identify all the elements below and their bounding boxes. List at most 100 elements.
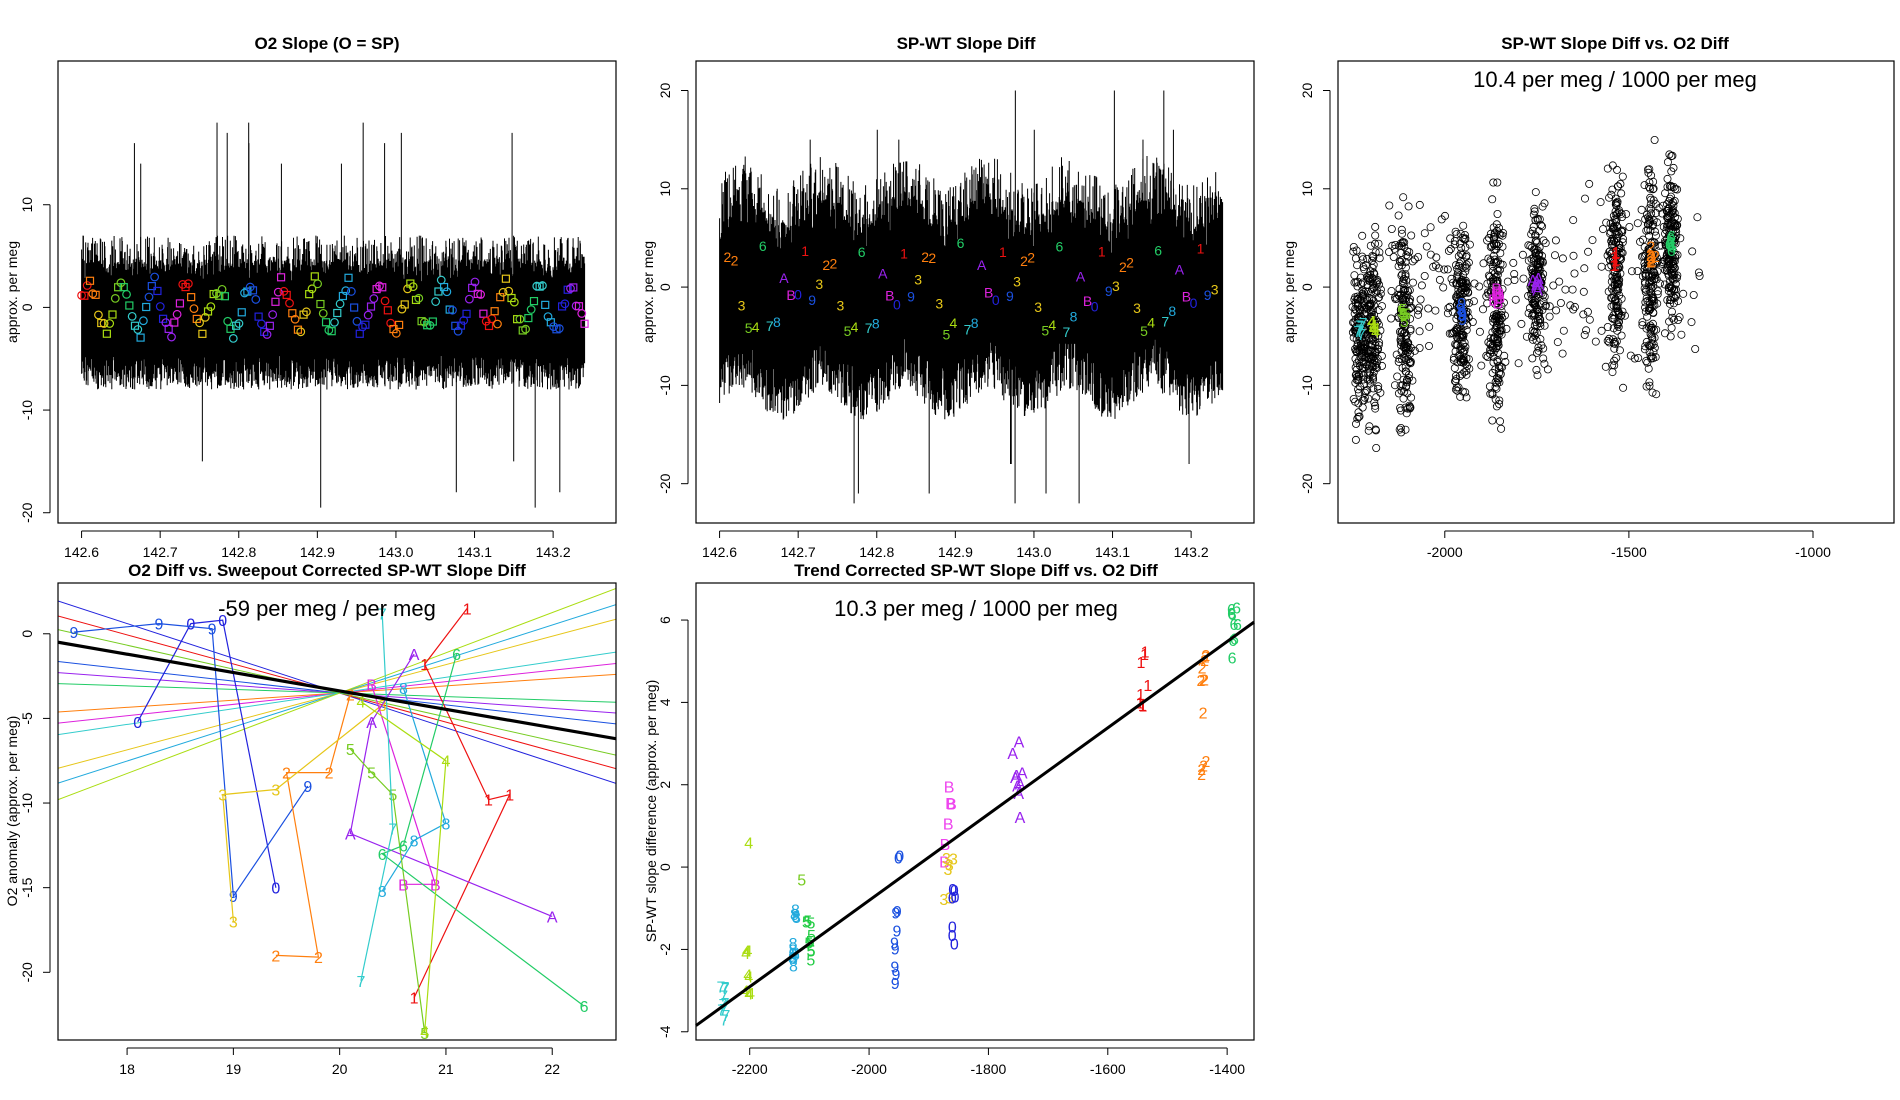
group-trajectory <box>360 613 394 981</box>
scatter-point <box>1608 161 1617 170</box>
scatter-point <box>1669 201 1678 210</box>
cycle-marker-circle <box>116 278 126 288</box>
x-tick-label: -2200 <box>732 1061 768 1077</box>
panel-title: Trend Corrected SP-WT Slope Diff vs. O2 … <box>794 561 1158 580</box>
cluster-label: 0 <box>950 936 959 953</box>
cluster-mean-label: 7 <box>1357 319 1366 336</box>
scatter-point <box>1454 285 1463 294</box>
scatter-point <box>1570 302 1579 311</box>
scatter-point <box>1673 221 1682 230</box>
scatter-point <box>1355 412 1364 421</box>
scatter-point <box>1524 256 1533 265</box>
cycle-marker-circle <box>470 277 480 287</box>
cycle-label: 9 <box>907 288 915 304</box>
scatter-point <box>1415 343 1424 352</box>
scatter-point <box>1395 257 1404 266</box>
cycle-marker-circle <box>543 312 553 322</box>
scatter-point <box>1371 239 1380 248</box>
scatter-point <box>1650 296 1659 305</box>
scatter-point <box>1641 287 1650 296</box>
cycle-marker-square <box>243 287 252 296</box>
scatter-point <box>1666 332 1675 341</box>
scatter-point <box>1351 435 1360 444</box>
cycle-marker-circle <box>509 297 519 307</box>
cycle-label: 2 <box>921 249 929 265</box>
scatter-point <box>1628 267 1637 276</box>
cycle-label: 6 <box>858 244 866 260</box>
scatter-point <box>1399 394 1408 403</box>
cluster-label: 7 <box>721 980 730 997</box>
scatter-point <box>1499 228 1508 237</box>
scatter-point <box>1353 295 1362 304</box>
scatter-point <box>1459 333 1468 342</box>
scatter-point <box>1653 290 1662 299</box>
cluster-label: 7 <box>719 989 728 1006</box>
cycle-label: A <box>779 270 789 286</box>
cluster-label: 4 <box>744 987 753 1004</box>
scatter-point <box>1528 286 1537 295</box>
scatter-point <box>1356 382 1365 391</box>
group-trajectory <box>360 701 447 1032</box>
cluster-label: 8 <box>789 951 798 968</box>
cycle-marker-square <box>248 286 258 295</box>
scatter-point <box>1387 286 1396 295</box>
scatter-point <box>1371 404 1380 413</box>
cluster-mean-label: B <box>1491 282 1502 299</box>
group-trajectory <box>380 653 585 1007</box>
cluster-mean-label: 5 <box>1397 304 1406 321</box>
scatter-point <box>1495 296 1504 305</box>
group-trajectory <box>137 619 277 888</box>
cluster-mean-label: 1 <box>1612 252 1621 269</box>
scatter-point <box>1352 246 1361 255</box>
scatter-point <box>1400 313 1409 322</box>
cycle-marker-square <box>484 321 494 331</box>
cluster-mean-label: 5 <box>1399 307 1408 324</box>
cluster-label: 9 <box>890 959 899 976</box>
cluster-label: 3 <box>943 862 952 879</box>
group-label: 0 <box>218 613 227 630</box>
scatter-point <box>1452 340 1461 349</box>
scatter-point <box>1365 376 1374 385</box>
cycle-label: 7 <box>1063 324 1071 340</box>
cluster-label: 5 <box>807 943 816 960</box>
cycle-marker-circle <box>363 310 373 320</box>
scatter-point <box>1459 309 1468 318</box>
group-label: A <box>345 827 356 844</box>
cluster-mean-label: 9 <box>1458 307 1467 324</box>
scatter-point <box>1378 302 1387 311</box>
scatter-point <box>1462 393 1471 402</box>
cluster-label: 0 <box>895 848 904 865</box>
scatter-point <box>1465 298 1474 307</box>
scatter-point <box>1599 225 1608 234</box>
x-tick-label: 142.6 <box>702 544 737 560</box>
scatter-point <box>1486 389 1495 398</box>
cycle-marker-square <box>479 309 488 318</box>
scatter-point <box>1453 386 1462 395</box>
group-label: 2 <box>271 948 280 965</box>
noise-trace <box>81 235 586 390</box>
cluster-mean-label: 9 <box>1457 307 1466 324</box>
scatter-point <box>1655 279 1664 288</box>
scatter-point <box>1585 179 1594 188</box>
scatter-point <box>1434 264 1443 273</box>
scatter-point <box>1486 340 1495 349</box>
scatter-point <box>1642 265 1651 274</box>
cluster-mean-label: 9 <box>1458 304 1467 321</box>
scatter-point <box>1644 306 1653 315</box>
scatter-point <box>1408 376 1417 385</box>
scatter-point <box>1371 222 1380 231</box>
scatter-point <box>1633 267 1642 276</box>
cluster-mean-label: 4 <box>1372 321 1381 338</box>
cycle-marker-circle <box>521 324 530 334</box>
slope-annotation: 10.3 per meg / 1000 per meg <box>834 596 1118 621</box>
cycle-marker-square <box>114 283 123 292</box>
scatter-point <box>1667 209 1676 218</box>
scatter-point <box>1368 256 1377 265</box>
cluster-mean-label: 1 <box>1611 257 1620 274</box>
scatter-point <box>1536 315 1545 324</box>
group-label: A <box>409 647 420 664</box>
scatter-point <box>1669 261 1678 270</box>
scatter-point <box>1568 285 1577 294</box>
scatter-point <box>1651 227 1660 236</box>
scatter-point <box>1437 215 1446 224</box>
